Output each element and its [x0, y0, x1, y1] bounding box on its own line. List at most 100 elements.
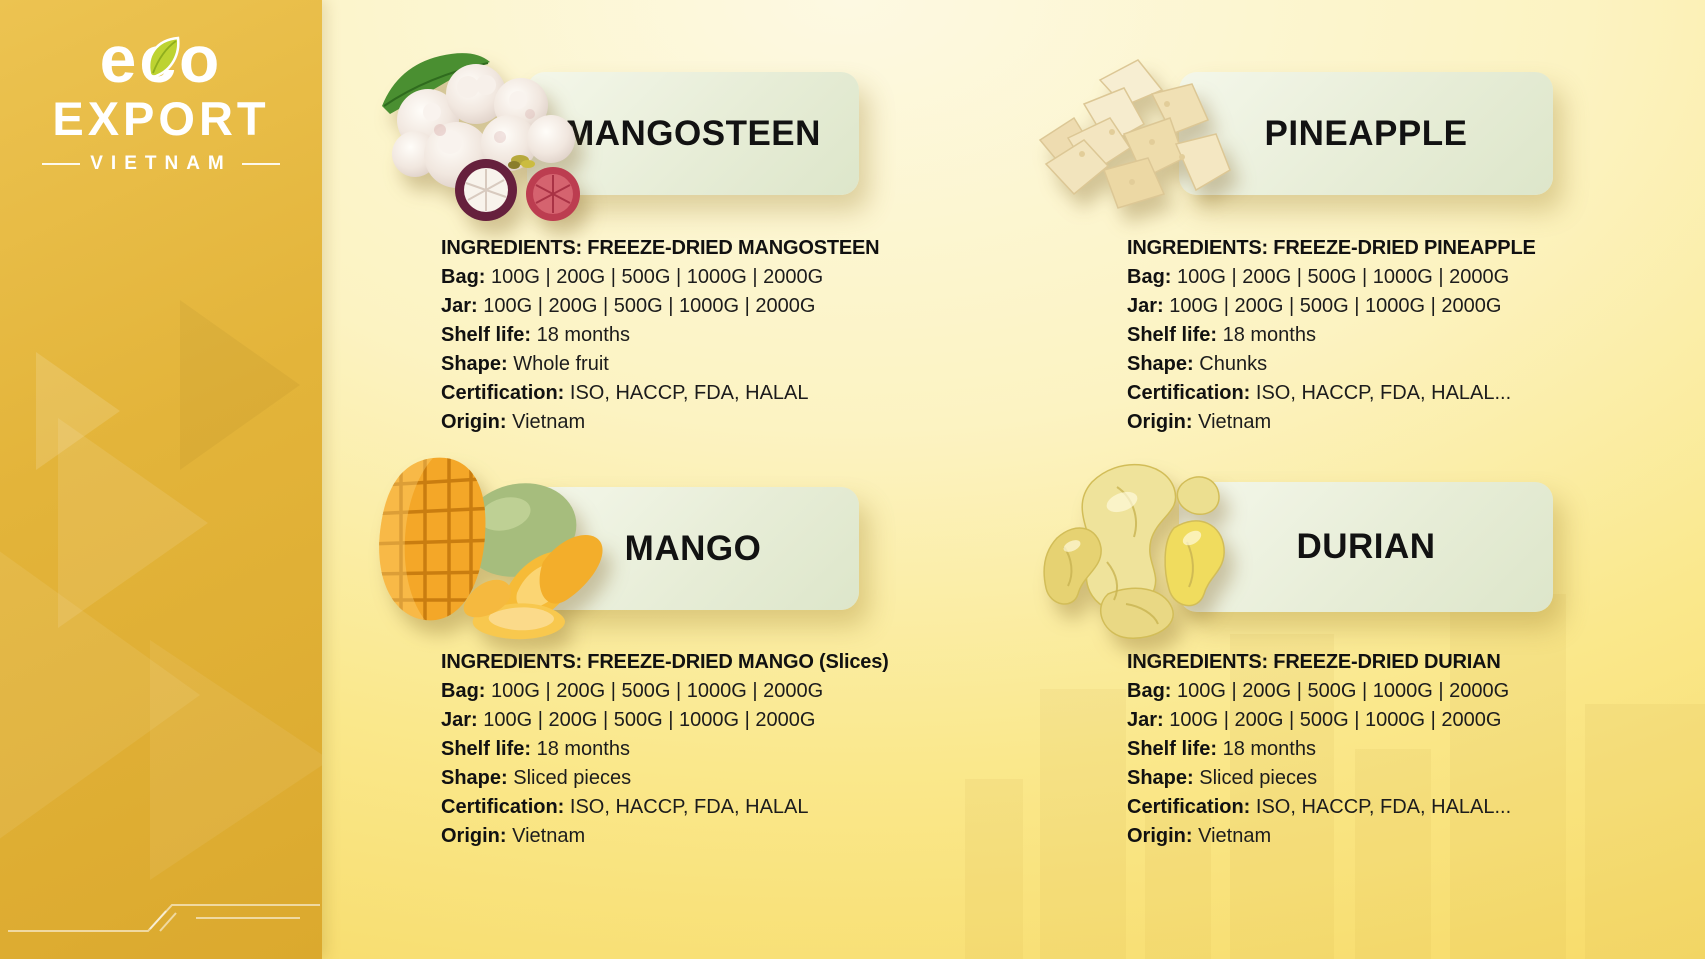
product-title: MANGOSTEEN [565, 113, 821, 153]
spec-value: 18 months [536, 324, 630, 346]
spec-label: Bag: [441, 266, 486, 288]
spec-shape: Shape: Sliced pieces [1127, 764, 1511, 793]
logo-vietnam-row: VIETNAM [0, 153, 322, 175]
product-title-banner: DURIAN [1179, 482, 1553, 612]
spec-label: Bag: [441, 680, 486, 702]
logo-rule-right [241, 163, 280, 166]
spec-label: Shape: [1127, 353, 1194, 375]
spec-ingredients: INGREDIENTS: FREEZE-DRIED DURIAN [1127, 651, 1501, 673]
spec-certification: Certification: ISO, HACCP, FDA, HALAL... [1127, 379, 1536, 408]
spec-value: Sliced pieces [513, 767, 632, 789]
spec-shelf-life: Shelf life: 18 months [1127, 321, 1536, 350]
spec-value: 100G | 200G | 500G | 1000G | 2000G [491, 680, 824, 702]
spec-certification: Certification: ISO, HACCP, FDA, HALAL [441, 793, 889, 822]
spec-label: Jar: [441, 295, 478, 317]
spec-value: Vietnam [1198, 825, 1272, 847]
spec-jar: Jar: 100G | 200G | 500G | 1000G | 2000G [441, 706, 889, 735]
spec-label: Jar: [1127, 709, 1164, 731]
spec-shape: Shape: Sliced pieces [441, 764, 889, 793]
spec-value: 100G | 200G | 500G | 1000G | 2000G [483, 709, 816, 731]
spec-list: INGREDIENTS: FREEZE-DRIED MANGO (Slices)… [441, 648, 889, 851]
spec-shelf-life: Shelf life: 18 months [441, 321, 879, 350]
spec-value: Vietnam [512, 411, 586, 433]
spec-value: 18 months [1222, 324, 1316, 346]
spec-label: Origin: [441, 411, 507, 433]
spec-bag: Bag: 100G | 200G | 500G | 1000G | 2000G [1127, 677, 1511, 706]
spec-origin: Origin: Vietnam [1127, 408, 1536, 437]
logo-eco-text: eco [100, 26, 223, 92]
spec-label: Jar: [1127, 295, 1164, 317]
spec-jar: Jar: 100G | 200G | 500G | 1000G | 2000G [1127, 292, 1536, 321]
product-title-banner: MANGOSTEEN [527, 72, 859, 195]
spec-label: Origin: [441, 825, 507, 847]
logo-rule-left [42, 163, 81, 166]
spec-label: Certification: [1127, 796, 1251, 818]
spec-label: Certification: [441, 382, 565, 404]
spec-value: Vietnam [1198, 411, 1272, 433]
spec-value: Vietnam [512, 825, 586, 847]
spec-value: 100G | 200G | 500G | 1000G | 2000G [1177, 680, 1510, 702]
sidebar: eco EXPORT VIETNAM [0, 0, 322, 959]
spec-label: Jar: [441, 709, 478, 731]
spec-bag: Bag: 100G | 200G | 500G | 1000G | 2000G [441, 677, 889, 706]
spec-label: Certification: [441, 796, 565, 818]
spec-shelf-life: Shelf life: 18 months [1127, 735, 1511, 764]
pineapple-photo [1012, 42, 1257, 232]
sidebar-triangle-decoration [180, 300, 300, 470]
spec-label: Shelf life: [1127, 324, 1218, 346]
spec-list: INGREDIENTS: FREEZE-DRIED DURIAN Bag: 10… [1127, 648, 1511, 851]
spec-value: 100G | 200G | 500G | 1000G | 2000G [491, 266, 824, 288]
product-catalog: MANGOSTEEN INGREDIENTS: FREEZE-DRIED MAN… [322, 0, 1705, 959]
spec-origin: Origin: Vietnam [441, 822, 889, 851]
spec-value: ISO, HACCP, FDA, HALAL... [1255, 382, 1512, 404]
spec-label: Certification: [1127, 382, 1251, 404]
spec-ingredients: INGREDIENTS: FREEZE-DRIED MANGOSTEEN [441, 237, 880, 259]
spec-label: Bag: [1127, 680, 1172, 702]
spec-value: Whole fruit [513, 353, 609, 375]
spec-certification: Certification: ISO, HACCP, FDA, HALAL [441, 379, 879, 408]
spec-value: ISO, HACCP, FDA, HALAL [569, 382, 809, 404]
logo-vietnam-text: VIETNAM [90, 153, 232, 175]
spec-label: Shape: [441, 767, 508, 789]
spec-label: Bag: [1127, 266, 1172, 288]
spec-value: 100G | 200G | 500G | 1000G | 2000G [1169, 709, 1502, 731]
spec-shape: Shape: Chunks [1127, 350, 1536, 379]
spec-value: 100G | 200G | 500G | 1000G | 2000G [483, 295, 816, 317]
spec-bag: Bag: 100G | 200G | 500G | 1000G | 2000G [441, 263, 879, 292]
product-title: DURIAN [1296, 527, 1436, 566]
mango-photo [367, 448, 612, 653]
durian-photo [1022, 442, 1252, 654]
spec-certification: Certification: ISO, HACCP, FDA, HALAL... [1127, 793, 1511, 822]
mangosteen-photo [370, 42, 598, 224]
spec-shelf-life: Shelf life: 18 months [441, 735, 889, 764]
spec-value: Sliced pieces [1199, 767, 1318, 789]
leaf-icon [147, 36, 180, 78]
spec-shape: Shape: Whole fruit [441, 350, 879, 379]
product-title-banner: PINEAPPLE [1179, 72, 1553, 195]
spec-list: INGREDIENTS: FREEZE-DRIED PINEAPPLE Bag:… [1127, 234, 1536, 437]
spec-jar: Jar: 100G | 200G | 500G | 1000G | 2000G [1127, 706, 1511, 735]
spec-jar: Jar: 100G | 200G | 500G | 1000G | 2000G [441, 292, 879, 321]
spec-value: ISO, HACCP, FDA, HALAL... [1255, 796, 1512, 818]
spec-label: Shape: [1127, 767, 1194, 789]
product-title: PINEAPPLE [1264, 113, 1468, 153]
circuit-lines-decoration [8, 904, 320, 932]
spec-value: 100G | 200G | 500G | 1000G | 2000G [1169, 295, 1502, 317]
spec-label: Shelf life: [441, 324, 532, 346]
spec-value: 18 months [536, 738, 630, 760]
spec-label: Shelf life: [1127, 738, 1218, 760]
spec-label: Origin: [1127, 411, 1193, 433]
spec-ingredients: INGREDIENTS: FREEZE-DRIED PINEAPPLE [1127, 237, 1536, 259]
spec-value: 100G | 200G | 500G | 1000G | 2000G [1177, 266, 1510, 288]
spec-origin: Origin: Vietnam [1127, 822, 1511, 851]
product-title: MANGO [624, 528, 762, 568]
spec-value: ISO, HACCP, FDA, HALAL [569, 796, 809, 818]
spec-value: Chunks [1199, 353, 1268, 375]
spec-list: INGREDIENTS: FREEZE-DRIED MANGOSTEEN Bag… [441, 234, 880, 437]
spec-label: Shelf life: [441, 738, 532, 760]
spec-label: Shape: [441, 353, 508, 375]
sidebar-triangle-decoration [150, 640, 322, 880]
brand-logo: eco EXPORT VIETNAM [0, 26, 322, 175]
spec-bag: Bag: 100G | 200G | 500G | 1000G | 2000G [1127, 263, 1536, 292]
